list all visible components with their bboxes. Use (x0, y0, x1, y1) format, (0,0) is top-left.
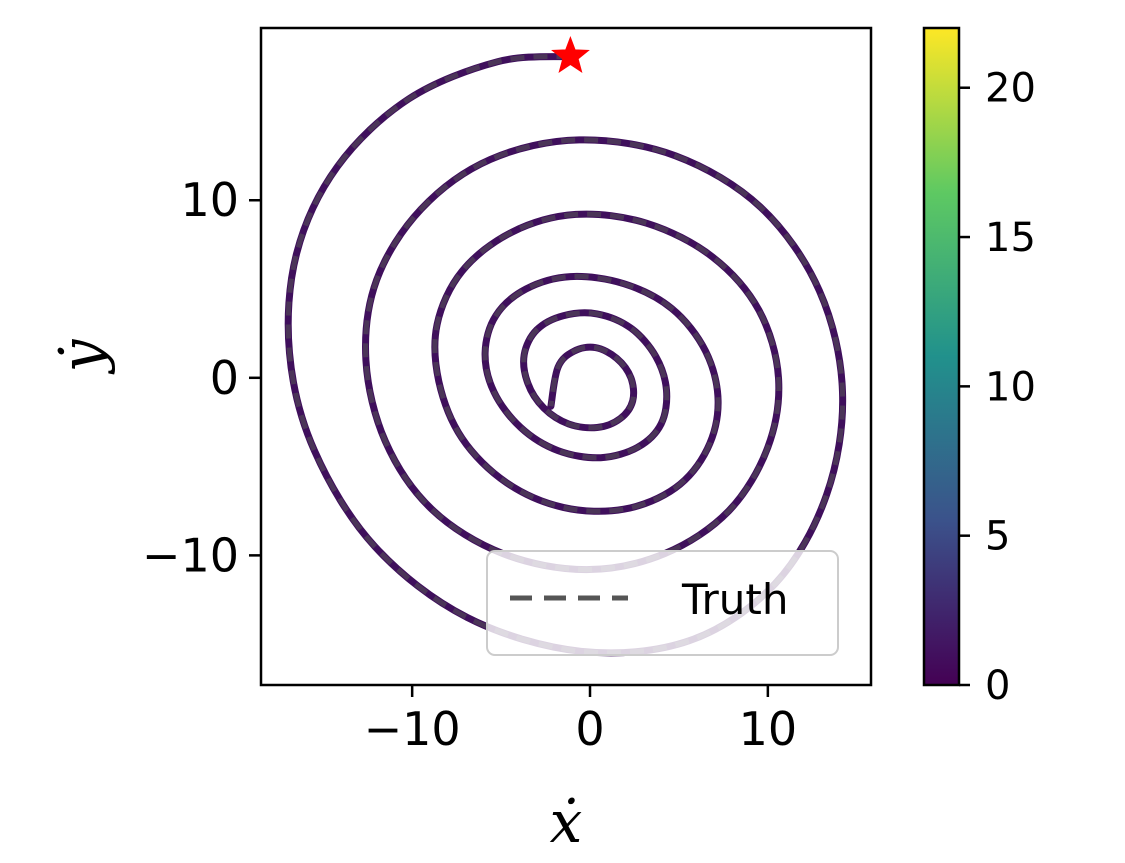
x-tick-label: 10 (739, 702, 798, 756)
x-tick-label: 0 (575, 702, 604, 756)
y-tick-label: 10 (180, 173, 239, 227)
colorbar-tick-label: 15 (985, 215, 1036, 261)
colorbar-tick-label: 5 (985, 514, 1010, 560)
legend: Truth (486, 550, 839, 656)
colorbar-strip (922, 26, 961, 687)
y-axis: −10 0 10 (142, 173, 261, 582)
x-axis: −10 0 10 (364, 685, 797, 756)
y-tick-label: −10 (142, 528, 239, 582)
legend-box (486, 550, 839, 656)
x-axis-label: ẋ (550, 788, 583, 856)
colorbar-tick-label: 20 (985, 66, 1036, 112)
colorbar-tick-label: 0 (985, 663, 1010, 709)
y-tick-label: 0 (210, 351, 239, 405)
legend-truth-label: Truth (681, 575, 788, 624)
x-tick-label: −10 (364, 702, 461, 756)
y-axis-label: ẏ (48, 338, 116, 375)
start-star-marker (551, 35, 590, 73)
colorbar: 0 5 10 15 20 (922, 26, 1036, 709)
plot-frame (259, 26, 873, 687)
colorbar-tick-label: 10 (985, 364, 1036, 410)
